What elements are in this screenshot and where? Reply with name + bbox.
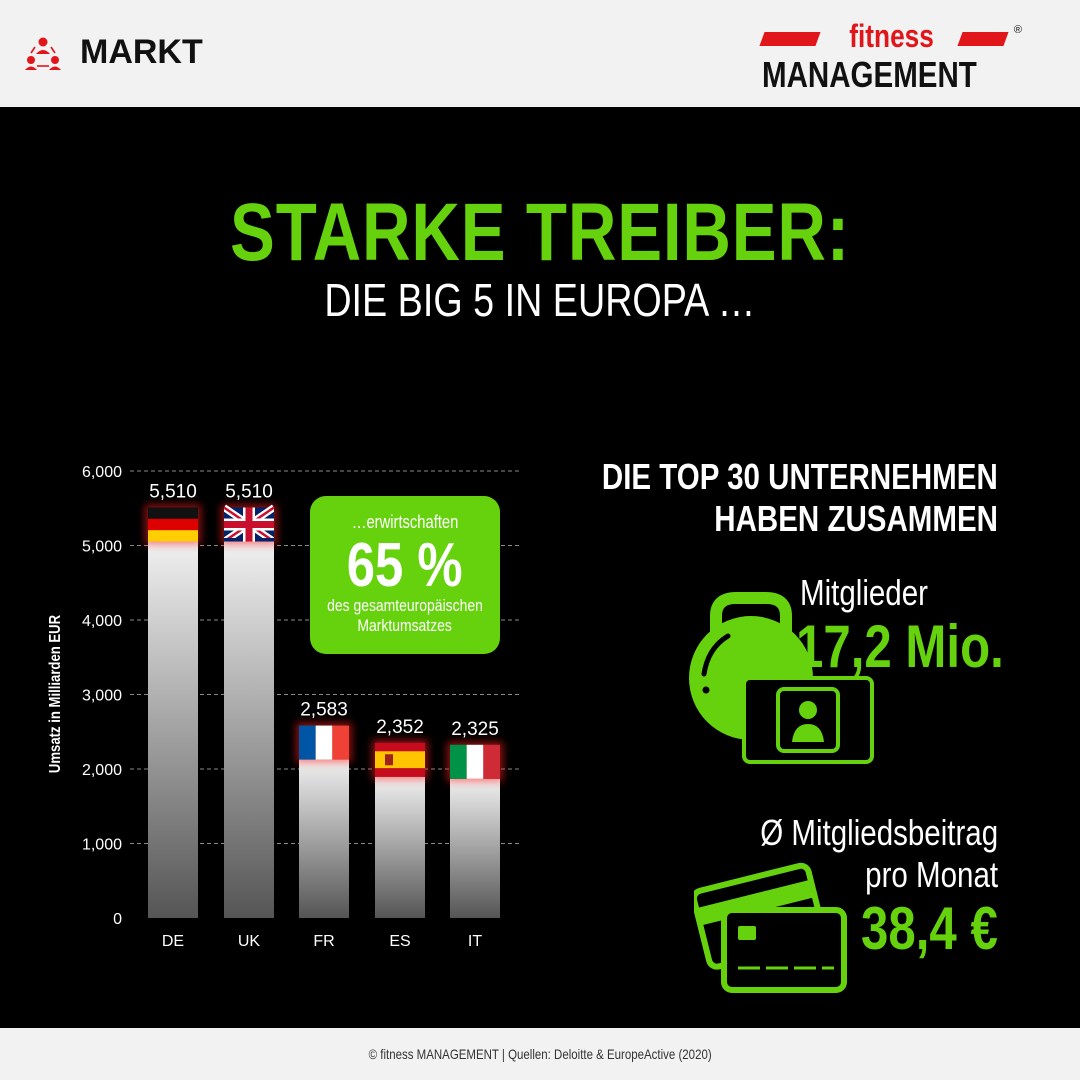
bar-uk (224, 541, 274, 918)
bar-value-label: 2,583 (300, 700, 348, 721)
footer-source: © fitness MANAGEMENT | Quellen: Deloitte… (368, 1046, 712, 1062)
top-bar: MARKT fitness ® MANAGEMENT (0, 0, 1080, 107)
section-label: MARKT (80, 33, 203, 71)
stats-heading: DIE TOP 30 UNTERNEHMEN HABEN ZUSAMMEN (515, 456, 998, 540)
bar-es (375, 776, 425, 918)
bar-de (148, 541, 198, 918)
fee-label-line1: Ø Mitgliedsbeitrag (760, 812, 998, 853)
callout-line3: Marktumsatzes (357, 616, 453, 635)
x-tick-label: ES (389, 933, 410, 950)
y-tick-label: 0 (113, 911, 122, 928)
y-tick-label: 3,000 (82, 688, 122, 705)
bar-value-label: 2,352 (376, 717, 424, 738)
logo-fitness-text: fitness (849, 18, 935, 54)
logo-registered-mark: ® (1013, 24, 1022, 36)
x-tick-label: DE (162, 933, 184, 950)
y-axis-label: Umsatz in Milliarden EUR (47, 614, 64, 774)
subheadline: DIE BIG 5 IN EUROPA … (324, 274, 756, 326)
fee-label: Ø Mitgliedsbeitrag pro Monat (708, 812, 998, 896)
market-network-icon (25, 37, 61, 70)
logo-management-text: MANAGEMENT (762, 54, 977, 95)
fee-label-line2: pro Monat (865, 854, 998, 895)
fitness-management-logo: fitness ® MANAGEMENT (759, 18, 1022, 95)
bar-it (450, 778, 500, 918)
revenue-bar-chart: 0 1,000 2,000 3,000 4,000 5,000 6,000 5,510 DE 5,… (82, 464, 520, 950)
bar-fr (299, 759, 349, 918)
credit-card-icon (694, 862, 847, 993)
flag-germany-icon (145, 504, 201, 545)
bar-value-label: 5,510 (225, 482, 273, 503)
fee-value: 38,4 € (861, 895, 998, 962)
x-tick-label: UK (238, 933, 261, 950)
y-tick-label: 1,000 (82, 837, 122, 854)
footer: © fitness MANAGEMENT | Quellen: Deloitte… (0, 1028, 1080, 1080)
y-tick-label: 5,000 (82, 539, 122, 556)
flag-united-kingdom-icon (221, 504, 277, 545)
y-tick-label: 6,000 (82, 464, 122, 481)
x-tick-label: IT (468, 933, 482, 950)
flag-france-icon (296, 722, 352, 763)
y-tick-label: 4,000 (82, 613, 122, 630)
kettlebell-membership-icon (689, 592, 874, 764)
callout-line1: …erwirtschaften (351, 512, 459, 532)
callout-line2: des gesamteuropäischen (327, 596, 483, 615)
flag-spain-icon (372, 739, 428, 780)
bar-value-label: 5,510 (149, 482, 197, 503)
bar-value-label: 2,325 (451, 719, 499, 740)
members-label: Mitglieder (800, 572, 928, 613)
stats-heading-line1: DIE TOP 30 UNTERNEHMEN (602, 456, 998, 497)
y-tick-label: 2,000 (82, 762, 122, 779)
headline: STARKE TREIBER: (230, 187, 850, 278)
callout-value: 65 % (347, 531, 463, 600)
stats-heading-line2: HABEN ZUSAMMEN (714, 498, 998, 539)
x-tick-label: FR (313, 933, 334, 950)
members-value: 17,2 Mio. (796, 613, 1004, 680)
share-callout: …erwirtschaften 65 % des gesamteuropäisc… (310, 496, 500, 654)
flag-italy-icon (447, 741, 503, 782)
